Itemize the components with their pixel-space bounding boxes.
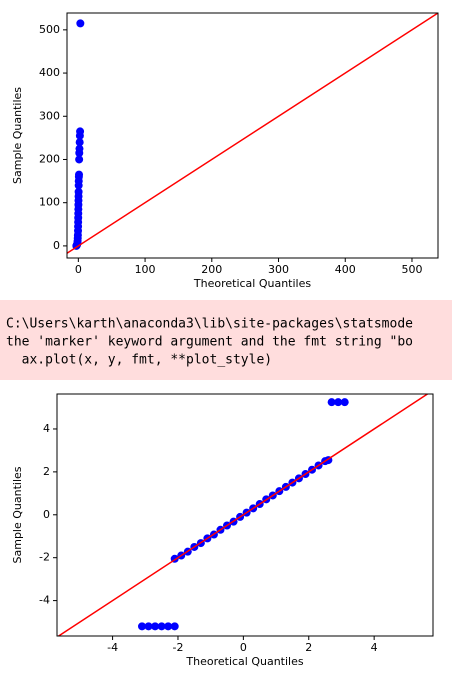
x-axis-label: Theoretical Quantiles xyxy=(185,655,303,668)
y-axis-label: Sample Quantiles xyxy=(11,466,24,563)
reference-line xyxy=(57,394,429,636)
x-tick-label: 0 xyxy=(240,641,247,654)
x-tick-label: 100 xyxy=(135,263,156,276)
y-tick-label: -4 xyxy=(39,594,50,607)
warning-line: ax.plot(x, y, fmt, **plot_style) xyxy=(6,353,272,368)
y-axis-label: Sample Quantiles xyxy=(11,87,24,184)
reference-line xyxy=(67,13,438,255)
x-tick-label: -2 xyxy=(172,641,183,654)
x-tick-label: 500 xyxy=(401,263,422,276)
x-tick-label: 200 xyxy=(201,263,222,276)
point xyxy=(75,155,84,164)
y-tick-label: 200 xyxy=(39,152,60,165)
y-tick-label: 2 xyxy=(43,465,50,478)
y-tick-label: 0 xyxy=(43,508,50,521)
y-tick-label: 400 xyxy=(39,66,60,79)
x-tick-label: 2 xyxy=(305,641,312,654)
warning-line: the 'marker' keyword argument and the fm… xyxy=(6,335,413,350)
y-tick-label: 300 xyxy=(39,109,60,122)
x-tick-label: 300 xyxy=(268,263,289,276)
point xyxy=(74,187,83,196)
x-tick-label: 400 xyxy=(335,263,356,276)
x-axis-label: Theoretical Quantiles xyxy=(193,277,311,290)
y-tick-label: -2 xyxy=(39,551,50,564)
point xyxy=(75,170,84,179)
point xyxy=(76,19,85,28)
warning-box xyxy=(0,300,452,380)
x-tick-label: -4 xyxy=(107,641,118,654)
point xyxy=(75,144,84,153)
point xyxy=(75,138,84,147)
x-tick-label: 0 xyxy=(75,263,82,276)
y-tick-label: 500 xyxy=(39,23,60,36)
plot-area xyxy=(67,13,438,255)
point xyxy=(164,622,173,631)
y-tick-label: 0 xyxy=(53,239,60,252)
y-tick-label: 4 xyxy=(43,422,50,435)
point xyxy=(157,622,166,631)
plot-area xyxy=(57,394,429,636)
point xyxy=(170,622,179,631)
y-tick-label: 100 xyxy=(39,196,60,209)
point xyxy=(340,398,349,407)
point xyxy=(76,127,85,136)
axes-frame xyxy=(66,12,439,259)
point xyxy=(138,622,147,631)
point xyxy=(144,622,153,631)
point xyxy=(334,398,343,407)
warning-line: C:\Users\karth\anaconda3\lib\site-packag… xyxy=(6,317,413,332)
point xyxy=(327,398,336,407)
x-tick-label: 4 xyxy=(371,641,378,654)
point xyxy=(151,622,160,631)
